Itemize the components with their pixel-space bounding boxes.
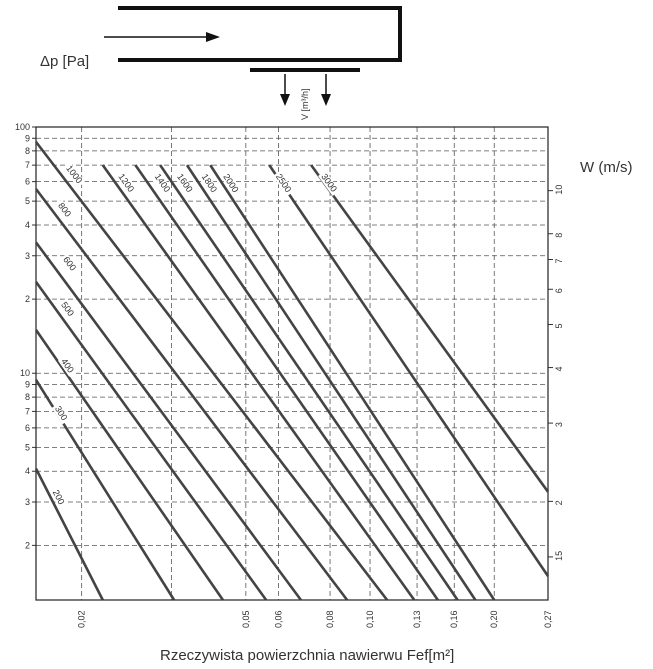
pressure-label: Δp [Pa]: [40, 53, 89, 70]
outflow-arrowhead-right-icon: [321, 94, 331, 106]
x-tick-label: 0,16: [449, 610, 459, 628]
x-tick-label: 0,27: [543, 610, 553, 628]
series-label-bg: [115, 170, 137, 197]
y-tick-label: 6: [25, 423, 30, 433]
series-line-800: [34, 188, 349, 601]
series-label-bg: [59, 253, 79, 275]
series-label-bg: [58, 355, 77, 377]
series-line-600: [34, 241, 302, 601]
x-tick-label: 0,02: [77, 610, 87, 628]
series-label-bg: [151, 170, 174, 197]
x-tick-label: 0,20: [489, 610, 499, 628]
right-axis-label: W (m/s): [580, 159, 632, 176]
series-label-bg: [54, 199, 74, 221]
y-tick-label: 100: [15, 122, 30, 132]
y-tick-label: 4: [25, 466, 30, 476]
y-tick-label: 2: [25, 540, 30, 550]
flow-label: V [m³/h]: [300, 88, 310, 120]
right-tick-label: 2: [554, 500, 564, 505]
series-label-bg: [62, 162, 86, 188]
series-label-bg: [49, 486, 67, 509]
x-tick-label: 0,13: [412, 610, 422, 628]
y-tick-label: 7: [25, 406, 30, 416]
series-label-bg: [198, 170, 220, 197]
right-tick-label: 3: [554, 422, 564, 427]
series-label-bg: [51, 402, 70, 425]
right-tick-label: 6: [554, 288, 564, 293]
series-label-bg: [318, 170, 340, 197]
series-line-2000: [209, 164, 496, 601]
y-tick-label: 6: [25, 177, 30, 187]
y-tick-label: 3: [25, 497, 30, 507]
series-line-1400: [134, 164, 439, 601]
y-tick-label: 3: [25, 251, 30, 261]
series-line-1200: [101, 164, 416, 601]
y-tick-label: 2: [25, 294, 30, 304]
series-line-500: [34, 281, 268, 601]
series-line-2500: [268, 164, 550, 577]
series-label-bg: [57, 298, 77, 321]
y-tick-label: 10: [20, 368, 30, 378]
y-tick-label: 9: [25, 380, 30, 390]
series-label-bg: [220, 170, 242, 197]
right-tick-label: 15: [554, 551, 564, 561]
series-line-1600: [159, 164, 459, 601]
plot-frame: [35, 126, 549, 601]
series-line-400: [34, 329, 225, 601]
right-tick-label: 8: [554, 233, 564, 238]
right-tick-label: 5: [554, 323, 564, 328]
right-tick-label: 4: [554, 367, 564, 372]
y-tick-label: 4: [25, 220, 30, 230]
series-line-3000: [310, 164, 550, 493]
airflow-arrowhead-icon: [206, 32, 220, 42]
duct-diagram: Δp [Pa] V [m³/h]: [40, 6, 402, 120]
y-tick-label: 7: [25, 160, 30, 170]
y-tick-label: 8: [25, 146, 30, 156]
series-line-1000: [34, 141, 389, 601]
x-axis-title: Rzeczywista powierzchnia nawierwu Fef[m²…: [160, 647, 454, 664]
x-tick-label: 0,08: [325, 610, 335, 628]
series-line-200: [34, 468, 104, 601]
series-label-bg: [272, 170, 295, 197]
x-tick-label: 0,10: [365, 610, 375, 628]
y-tick-label: 5: [25, 196, 30, 206]
x-tick-label: 0,06: [274, 610, 284, 628]
right-tick-label: 10: [554, 185, 564, 195]
outflow-arrowhead-left-icon: [280, 94, 290, 106]
y-tick-label: 8: [25, 392, 30, 402]
right-tick-label: 7: [554, 258, 564, 263]
y-tick-label: 9: [25, 133, 30, 143]
series-label-bg: [173, 170, 196, 197]
series-line-1800: [185, 164, 477, 601]
y-tick-label: 5: [25, 442, 30, 452]
x-tick-label: 0,05: [241, 610, 251, 628]
